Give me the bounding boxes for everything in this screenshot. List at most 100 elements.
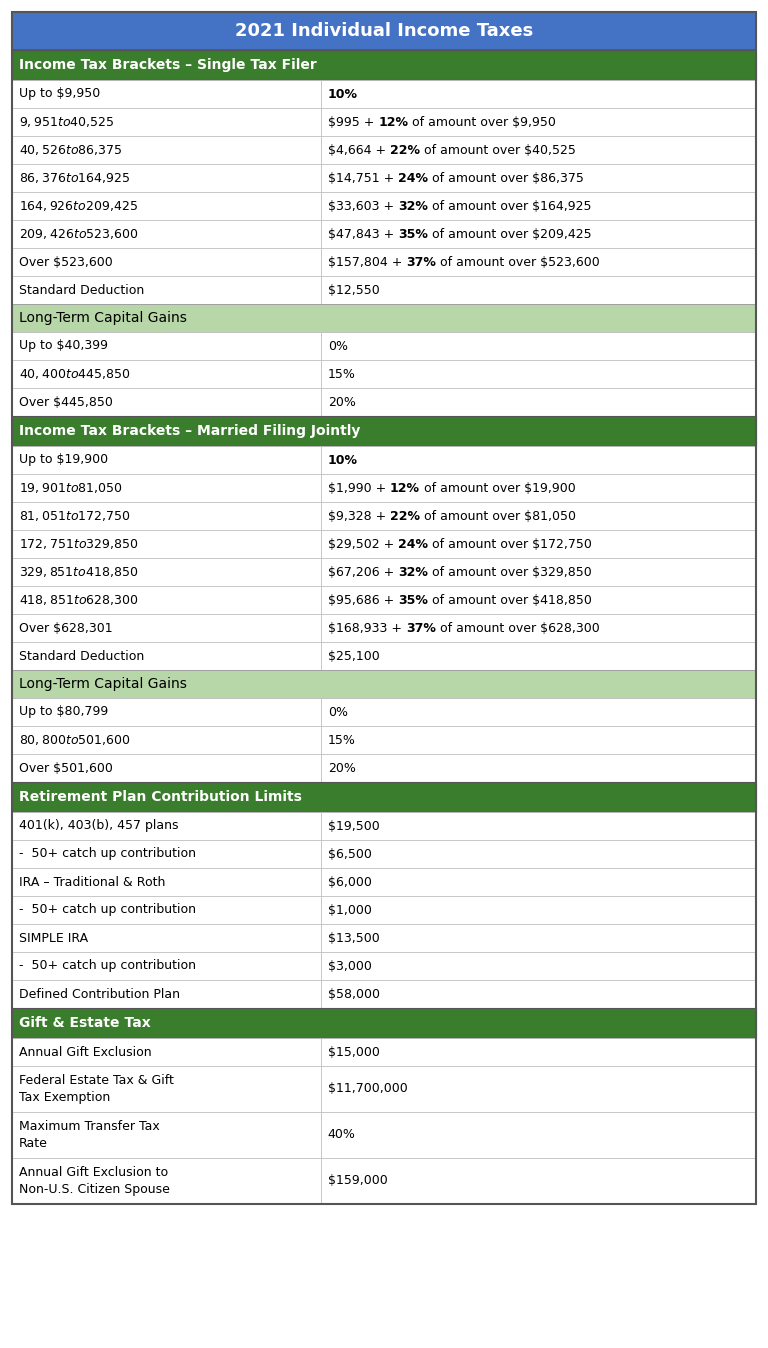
Bar	[12, 727, 321, 754]
Text: 0%: 0%	[328, 340, 348, 352]
Text: 32%: 32%	[398, 200, 428, 213]
Text: of amount over $19,900: of amount over $19,900	[420, 481, 576, 495]
Text: $159,000: $159,000	[328, 1174, 388, 1188]
Bar	[12, 923, 321, 952]
Bar	[321, 388, 756, 417]
Text: Defined Contribution Plan: Defined Contribution Plan	[19, 988, 180, 1000]
Text: 20%: 20%	[328, 762, 356, 775]
Bar	[12, 80, 321, 108]
Bar	[321, 754, 756, 782]
Text: $58,000: $58,000	[328, 988, 379, 1000]
Text: $95,686 +: $95,686 +	[328, 593, 398, 607]
Text: $40,400 to $445,850: $40,400 to $445,850	[19, 367, 131, 381]
Bar	[321, 613, 756, 642]
Text: $418,851 to $628,300: $418,851 to $628,300	[19, 593, 138, 607]
Text: 401(k), 403(b), 457 plans: 401(k), 403(b), 457 plans	[19, 820, 178, 833]
Text: Income Tax Brackets – Single Tax Filer: Income Tax Brackets – Single Tax Filer	[19, 58, 316, 71]
Text: 10%: 10%	[328, 453, 358, 466]
Bar	[321, 220, 756, 248]
Text: $80,800 to $501,600: $80,800 to $501,600	[19, 733, 131, 747]
Text: Up to $80,799: Up to $80,799	[19, 705, 108, 718]
Text: $15,000: $15,000	[328, 1046, 379, 1058]
Bar	[12, 12, 756, 1204]
Text: 22%: 22%	[390, 510, 420, 523]
Text: $25,100: $25,100	[328, 650, 379, 662]
Text: Annual Gift Exclusion: Annual Gift Exclusion	[19, 1046, 151, 1058]
Bar	[12, 164, 321, 191]
Text: $9,328 +: $9,328 +	[328, 510, 390, 523]
Text: 35%: 35%	[398, 228, 428, 240]
Bar	[321, 108, 756, 136]
Bar	[12, 782, 756, 811]
Text: 32%: 32%	[398, 566, 428, 578]
Bar	[12, 388, 321, 417]
Text: $168,933 +: $168,933 +	[328, 621, 406, 635]
Text: 0%: 0%	[328, 705, 348, 718]
Text: Annual Gift Exclusion to
Non-U.S. Citizen Spouse: Annual Gift Exclusion to Non-U.S. Citize…	[19, 1166, 170, 1196]
Bar	[321, 698, 756, 727]
Text: $19,500: $19,500	[328, 820, 379, 833]
Text: Long-Term Capital Gains: Long-Term Capital Gains	[19, 677, 187, 692]
Text: 12%: 12%	[390, 481, 420, 495]
Text: Up to $40,399: Up to $40,399	[19, 340, 108, 352]
Bar	[321, 1158, 756, 1204]
Bar	[12, 1038, 321, 1066]
Text: -  50+ catch up contribution: - 50+ catch up contribution	[19, 848, 196, 860]
Bar	[12, 220, 321, 248]
Bar	[12, 613, 321, 642]
Text: $33,603 +: $33,603 +	[328, 200, 398, 213]
Bar	[321, 952, 756, 980]
Text: of amount over $172,750: of amount over $172,750	[428, 538, 592, 550]
Text: 35%: 35%	[398, 593, 428, 607]
Bar	[12, 1112, 321, 1158]
Text: 10%: 10%	[328, 88, 358, 101]
Text: $164,926 to $209,425: $164,926 to $209,425	[19, 200, 138, 213]
Bar	[321, 1066, 756, 1112]
Text: $329,851 to $418,850: $329,851 to $418,850	[19, 565, 138, 580]
Text: 37%: 37%	[406, 256, 436, 268]
Text: Income Tax Brackets – Married Filing Jointly: Income Tax Brackets – Married Filing Joi…	[19, 425, 360, 438]
Bar	[321, 80, 756, 108]
Text: 37%: 37%	[406, 621, 435, 635]
Text: Gift & Estate Tax: Gift & Estate Tax	[19, 1016, 151, 1030]
Text: of amount over $86,375: of amount over $86,375	[428, 171, 584, 185]
Text: $19,901 to $81,050: $19,901 to $81,050	[19, 481, 123, 495]
Bar	[321, 530, 756, 558]
Bar	[12, 360, 321, 388]
Bar	[12, 50, 756, 80]
Bar	[321, 1038, 756, 1066]
Text: $157,804 +: $157,804 +	[328, 256, 406, 268]
Text: $3,000: $3,000	[328, 960, 372, 972]
Text: $209,426 to $523,600: $209,426 to $523,600	[19, 226, 138, 241]
Text: $172,751 to $329,850: $172,751 to $329,850	[19, 537, 138, 551]
Text: 40%: 40%	[328, 1128, 356, 1142]
Text: $86,376 to $164,925: $86,376 to $164,925	[19, 171, 130, 185]
Bar	[12, 191, 321, 220]
Text: -  50+ catch up contribution: - 50+ catch up contribution	[19, 903, 196, 917]
Bar	[12, 642, 321, 670]
Bar	[12, 446, 321, 474]
Bar	[12, 276, 321, 305]
Bar	[12, 474, 321, 501]
Bar	[12, 1158, 321, 1204]
Bar	[321, 248, 756, 276]
Text: Standard Deduction: Standard Deduction	[19, 650, 144, 662]
Bar	[321, 840, 756, 868]
Bar	[321, 136, 756, 164]
Text: -  50+ catch up contribution: - 50+ catch up contribution	[19, 960, 196, 972]
Text: of amount over $329,850: of amount over $329,850	[428, 566, 591, 578]
Text: of amount over $81,050: of amount over $81,050	[420, 510, 576, 523]
Bar	[321, 276, 756, 305]
Text: $4,664 +: $4,664 +	[328, 143, 390, 156]
Bar	[321, 811, 756, 840]
Text: of amount over $9,950: of amount over $9,950	[408, 116, 556, 128]
Text: Maximum Transfer Tax
Rate: Maximum Transfer Tax Rate	[19, 1120, 160, 1150]
Bar	[12, 530, 321, 558]
Text: $11,700,000: $11,700,000	[328, 1082, 408, 1096]
Text: 2021 Individual Income Taxes: 2021 Individual Income Taxes	[235, 22, 533, 40]
Bar	[321, 896, 756, 923]
Text: of amount over $164,925: of amount over $164,925	[428, 200, 591, 213]
Bar	[12, 248, 321, 276]
Text: 20%: 20%	[328, 395, 356, 408]
Bar	[321, 446, 756, 474]
